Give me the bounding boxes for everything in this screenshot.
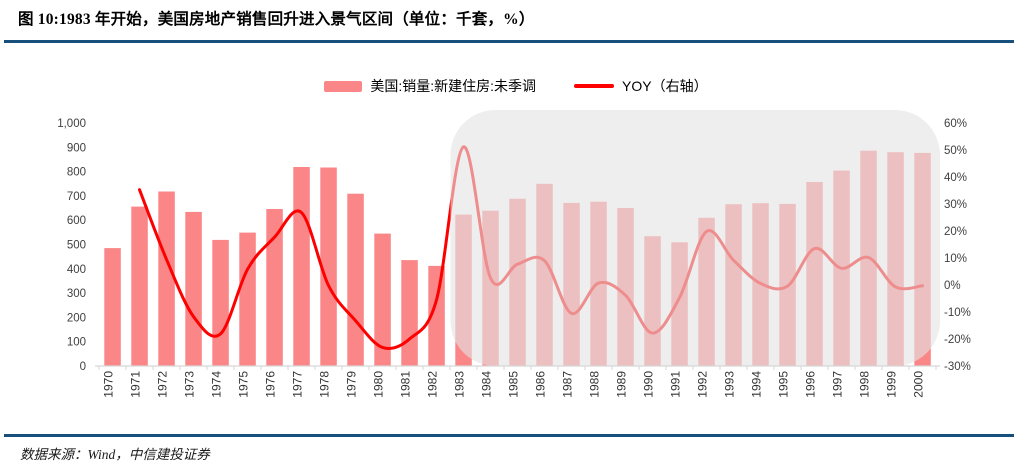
year-label-1994: 1994: [750, 371, 764, 398]
year-label-1986: 1986: [534, 371, 548, 398]
svg-text:900: 900: [67, 142, 86, 154]
year-label-1975: 1975: [237, 371, 251, 398]
svg-text:300: 300: [67, 288, 86, 300]
svg-text:60%: 60%: [944, 118, 967, 130]
svg-text:600: 600: [67, 215, 86, 227]
chart-title: 图 10:1983 年开始，美国房地产销售回升进入景气区间（单位：千套，%）: [18, 11, 535, 28]
bar-1980: [374, 233, 391, 366]
year-label-1988: 1988: [588, 371, 602, 398]
line-legend-swatch-icon: [574, 84, 615, 88]
bar-1974: [212, 239, 229, 366]
bar-1975: [239, 232, 256, 366]
year-label-1995: 1995: [777, 371, 791, 398]
bar-1977: [293, 167, 310, 366]
year-label-1991: 1991: [669, 371, 683, 398]
year-label-1979: 1979: [345, 371, 359, 398]
bar-1981: [401, 260, 418, 366]
bar-1982: [428, 265, 445, 366]
svg-text:100: 100: [67, 337, 86, 349]
svg-text:20%: 20%: [944, 226, 967, 238]
year-label-2000: 2000: [912, 371, 926, 398]
right-axis-labels: -30% -20% -10% 0% 10% 20% 30% 40% 50% 60%: [944, 118, 971, 373]
year-label-1977: 1977: [291, 371, 305, 398]
year-label-1973: 1973: [183, 371, 197, 398]
highlight-region-1983-2000: [450, 110, 940, 366]
year-label-1983: 1983: [453, 371, 467, 398]
svg-text:40%: 40%: [944, 172, 967, 184]
year-label-1980: 1980: [372, 371, 386, 398]
x-axis: [95, 365, 940, 370]
year-label-1985: 1985: [507, 371, 521, 398]
svg-text:800: 800: [67, 167, 86, 179]
year-label-1974: 1974: [210, 371, 224, 398]
year-label-1987: 1987: [561, 371, 575, 398]
source-text: 数据来源：Wind，中信建投证券: [20, 447, 210, 462]
bar-1971: [131, 206, 148, 366]
legend-item-yoy: YOY（右轴）: [574, 76, 708, 96]
legend-item-sales: 美国:销量:新建住房:未季调: [324, 76, 536, 96]
legend-label-yoy: YOY（右轴）: [622, 78, 708, 94]
year-label-1981: 1981: [399, 371, 413, 398]
bar-1972: [158, 191, 175, 366]
title-rule: [4, 40, 1014, 43]
year-label-1997: 1997: [831, 371, 845, 398]
year-label-1982: 1982: [426, 371, 440, 398]
left-axis-labels: 0 100 200 300 400 500 600 700 800 900 1,000: [57, 118, 86, 373]
svg-text:-20%: -20%: [944, 334, 971, 346]
bar-legend-swatch-icon: [324, 80, 363, 92]
svg-text:200: 200: [67, 312, 86, 324]
year-label-1990: 1990: [642, 371, 656, 398]
year-label-1998: 1998: [858, 371, 872, 398]
svg-text:400: 400: [67, 264, 86, 276]
year-label-1992: 1992: [696, 371, 710, 398]
year-label-1989: 1989: [615, 371, 629, 398]
bar-1978: [320, 167, 337, 366]
legend-label-sales: 美国:销量:新建住房:未季调: [370, 78, 537, 94]
svg-text:30%: 30%: [944, 199, 967, 211]
svg-text:-30%: -30%: [944, 361, 971, 373]
bar-1973: [185, 211, 202, 366]
footer-rule: [4, 434, 1014, 437]
svg-text:0: 0: [80, 361, 86, 373]
year-label-1999: 1999: [885, 371, 899, 398]
svg-text:-10%: -10%: [944, 307, 971, 319]
year-label-1976: 1976: [264, 371, 278, 398]
year-labels: 1970 1971 1972 1973 1974 1975 1976 1977 1978 1979…: [102, 371, 926, 398]
bar-1979: [347, 193, 364, 366]
year-label-1978: 1978: [318, 371, 332, 398]
svg-text:10%: 10%: [944, 253, 967, 265]
svg-text:50%: 50%: [944, 145, 967, 157]
year-label-1996: 1996: [804, 371, 818, 398]
legend: 美国:销量:新建住房:未季调 YOY（右轴）: [0, 76, 1032, 96]
year-label-1972: 1972: [156, 371, 170, 398]
svg-text:500: 500: [67, 240, 86, 252]
bar-1976: [266, 209, 283, 366]
svg-text:0%: 0%: [944, 280, 961, 292]
svg-text:700: 700: [67, 191, 86, 203]
bar-1970: [104, 248, 121, 366]
year-label-1970: 1970: [102, 371, 116, 398]
svg-text:1,000: 1,000: [57, 118, 86, 130]
year-label-1993: 1993: [723, 371, 737, 398]
year-label-1971: 1971: [129, 371, 143, 398]
year-label-1984: 1984: [480, 371, 494, 398]
